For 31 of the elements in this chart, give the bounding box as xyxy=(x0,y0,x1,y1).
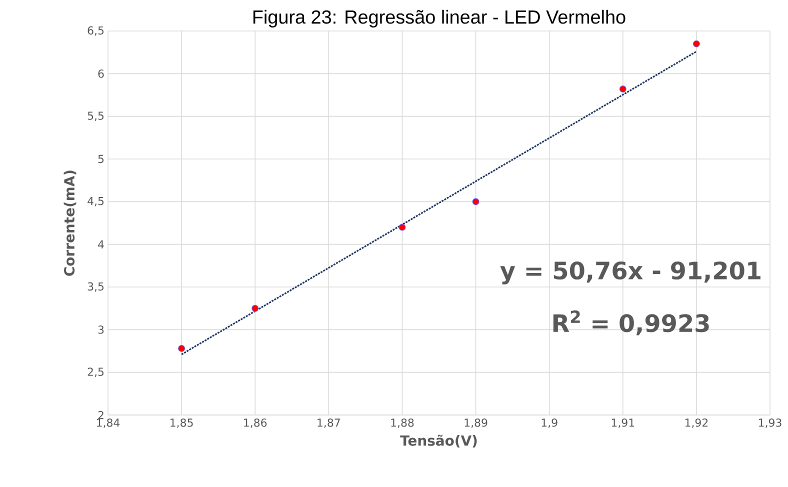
x-tick-label: 1,89 xyxy=(464,418,488,428)
y-tick-label: 2,5 xyxy=(88,368,104,378)
y-tick-label: 3,5 xyxy=(88,282,104,292)
y-tick-label: 2 xyxy=(98,410,104,420)
point xyxy=(692,40,700,48)
x-axis-title: Tensão(V) xyxy=(400,434,477,448)
annotation: R$^{2}$ = 0,9923 xyxy=(553,310,709,336)
y-tick-label: 3 xyxy=(98,326,104,334)
x-tick-label: 1,87 xyxy=(318,418,340,428)
x-tick-label: 1,92 xyxy=(685,418,708,428)
point xyxy=(472,198,480,206)
x-tick-label: 1,86 xyxy=(244,418,267,428)
point xyxy=(619,86,626,93)
x-tick-label: 1,93 xyxy=(759,418,782,428)
point xyxy=(398,224,406,231)
y-axis-title: Corrente(mA) xyxy=(64,170,76,276)
y-tick-label: 4,5 xyxy=(88,197,104,206)
y-tick-label: 6 xyxy=(98,70,104,78)
chart-title: Figura 23: Regressão linear - LED Vermelho xyxy=(253,10,626,28)
x-tick-label: 1,9 xyxy=(542,418,558,428)
y-tick-label: 4 xyxy=(98,240,104,248)
y-tick-label: 6,5 xyxy=(88,26,104,36)
annotation: y = 50,76x - 91,201 xyxy=(500,261,760,284)
point xyxy=(252,304,259,312)
y-tick-label: 5,5 xyxy=(88,112,104,121)
y-tick-label: 5 xyxy=(98,154,104,164)
point xyxy=(178,344,186,352)
x-tick-label: 1,84 xyxy=(97,418,120,428)
x-tick-label: 1,85 xyxy=(170,418,193,428)
x-tick-label: 1,91 xyxy=(612,418,634,428)
x-tick-label: 1,88 xyxy=(391,418,414,428)
